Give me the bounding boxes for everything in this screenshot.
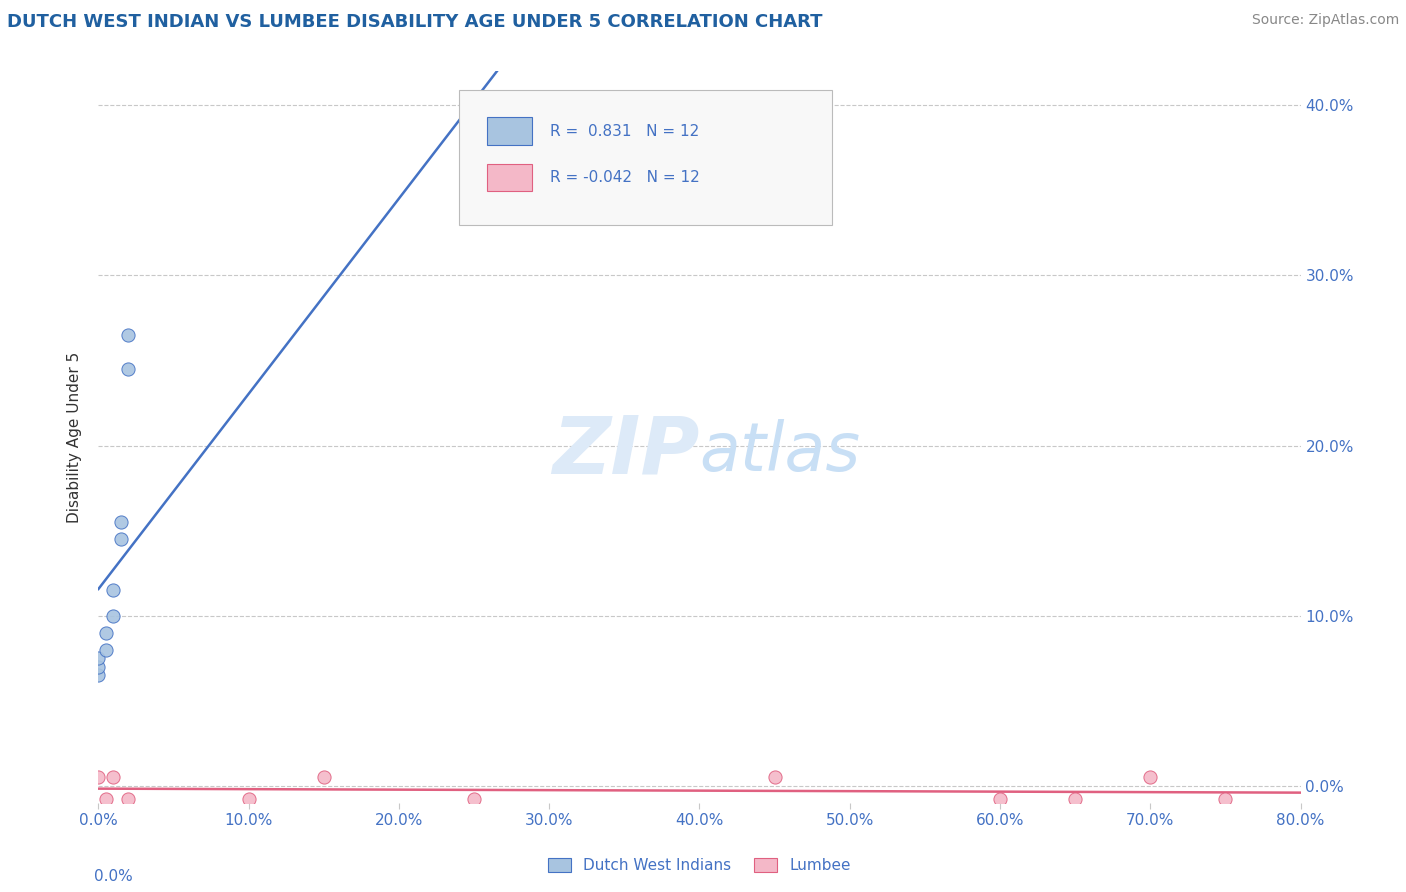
- Point: [94, 625, 117, 640]
- Point: [1215, 792, 1237, 806]
- Text: atlas: atlas: [700, 418, 860, 484]
- Text: DUTCH WEST INDIAN VS LUMBEE DISABILITY AGE UNDER 5 CORRELATION CHART: DUTCH WEST INDIAN VS LUMBEE DISABILITY A…: [7, 13, 823, 31]
- Text: ZIP: ZIP: [553, 413, 700, 491]
- Point: [312, 770, 335, 784]
- Text: R =  0.831   N = 12: R = 0.831 N = 12: [550, 124, 700, 139]
- Point: [1139, 770, 1161, 784]
- Legend: Dutch West Indians, Lumbee: Dutch West Indians, Lumbee: [541, 852, 858, 880]
- Point: [87, 659, 110, 673]
- Bar: [486, 163, 533, 191]
- Point: [110, 532, 132, 546]
- Point: [463, 792, 485, 806]
- Text: Source: ZipAtlas.com: Source: ZipAtlas.com: [1251, 13, 1399, 28]
- Point: [238, 792, 260, 806]
- Point: [110, 515, 132, 529]
- Point: [103, 583, 125, 598]
- Point: [103, 608, 125, 623]
- Bar: [486, 118, 533, 145]
- FancyBboxPatch shape: [458, 90, 832, 225]
- Point: [87, 770, 110, 784]
- Point: [94, 642, 117, 657]
- Y-axis label: Disability Age Under 5: Disability Age Under 5: [67, 351, 83, 523]
- Point: [117, 362, 139, 376]
- Point: [988, 792, 1011, 806]
- Text: 0.0%: 0.0%: [94, 869, 132, 884]
- Text: R = -0.042   N = 12: R = -0.042 N = 12: [550, 169, 700, 185]
- Point: [103, 770, 125, 784]
- Point: [87, 668, 110, 682]
- Point: [1064, 792, 1087, 806]
- Point: [763, 770, 786, 784]
- Point: [117, 328, 139, 343]
- Point: [87, 651, 110, 665]
- Point: [117, 792, 139, 806]
- Point: [463, 124, 485, 138]
- Point: [94, 792, 117, 806]
